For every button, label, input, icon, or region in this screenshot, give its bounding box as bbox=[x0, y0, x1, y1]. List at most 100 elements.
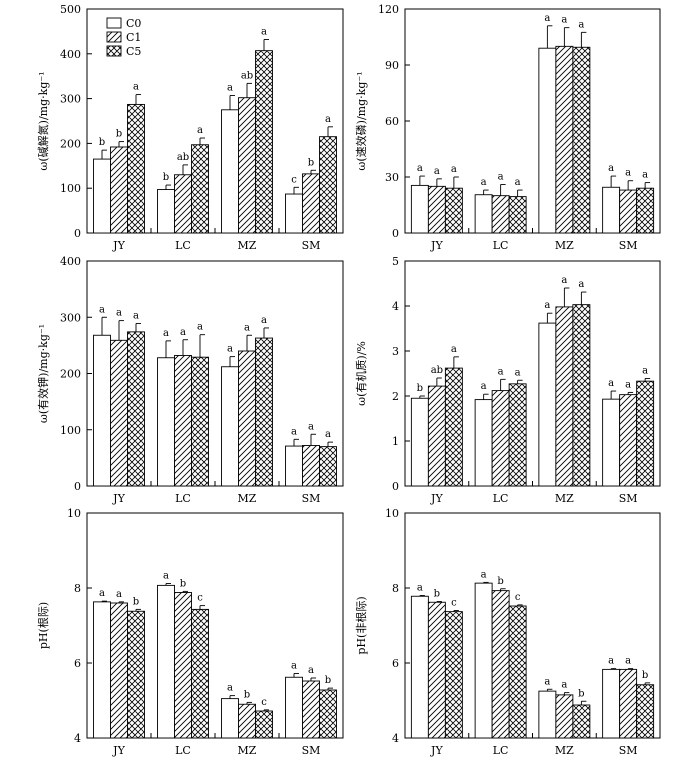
bar-c5-mz bbox=[255, 50, 273, 234]
bar-c0-jy bbox=[410, 184, 429, 234]
bar-c0-mz bbox=[538, 690, 557, 739]
significance-letter: a bbox=[163, 328, 169, 339]
significance-letter: a bbox=[116, 308, 122, 319]
bar-c5-sm bbox=[319, 446, 337, 487]
bar-c5-lc bbox=[508, 605, 527, 739]
significance-letter: a bbox=[451, 164, 457, 175]
y-axis-label: ω(速效磷)/mg·kg⁻¹ bbox=[354, 71, 368, 170]
chart-panel-1: 0100200300400500ω(碱解氮)/mg·kg⁻¹JYbbaLCbab… bbox=[36, 3, 344, 252]
significance-letter: a bbox=[544, 300, 550, 311]
bar-c0-sm bbox=[602, 398, 621, 487]
x-tick-label: SM bbox=[302, 492, 321, 505]
bar-c5-jy bbox=[127, 610, 145, 739]
significance-letter: c bbox=[261, 697, 267, 708]
bar-c5-jy bbox=[444, 611, 463, 739]
bar-c0-mz bbox=[221, 698, 239, 739]
significance-letter: c bbox=[197, 593, 203, 604]
y-tick-label: 200 bbox=[60, 137, 81, 150]
y-tick-label: 8 bbox=[392, 582, 399, 595]
y-tick-label: 60 bbox=[385, 115, 399, 128]
x-tick-label: MZ bbox=[555, 239, 574, 252]
bar-c5-lc bbox=[508, 196, 527, 234]
y-tick-label: 120 bbox=[378, 3, 399, 16]
bar-c5-lc bbox=[191, 356, 209, 487]
y-tick-label: 10 bbox=[385, 507, 399, 520]
significance-letter: b bbox=[325, 675, 331, 686]
bar-c1-mz bbox=[555, 45, 574, 234]
bar-c1-mz bbox=[238, 97, 256, 234]
y-tick-label: 200 bbox=[60, 368, 81, 381]
significance-letter: a bbox=[578, 279, 584, 290]
y-axis-label: ω(有机质)/% bbox=[354, 341, 368, 406]
y-tick-label: 5 bbox=[392, 255, 399, 268]
bar-c0-lc bbox=[474, 582, 493, 739]
significance-letter: a bbox=[99, 588, 105, 599]
significance-letter: a bbox=[642, 365, 648, 376]
x-tick-label: LC bbox=[493, 744, 509, 757]
bar-c0-lc bbox=[474, 399, 493, 487]
significance-letter: a bbox=[227, 344, 233, 355]
legend-swatch-c0 bbox=[106, 17, 122, 29]
bar-c1-jy bbox=[110, 602, 128, 739]
y-tick-label: 2 bbox=[392, 390, 399, 403]
bar-c1-jy bbox=[427, 385, 446, 487]
bar-c5-jy bbox=[444, 187, 463, 234]
x-tick-label: MZ bbox=[555, 744, 574, 757]
significance-letter: a bbox=[261, 26, 267, 37]
significance-letter: a bbox=[608, 378, 614, 389]
significance-letter: b bbox=[163, 172, 169, 183]
y-tick-label: 4 bbox=[392, 300, 399, 313]
significance-letter: b bbox=[497, 576, 503, 587]
y-tick-label: 0 bbox=[392, 227, 399, 240]
significance-letter: a bbox=[642, 170, 648, 181]
significance-letter: a bbox=[544, 13, 550, 24]
significance-letter: a bbox=[163, 571, 169, 582]
y-tick-label: 300 bbox=[60, 311, 81, 324]
significance-letter: a bbox=[308, 665, 314, 676]
bar-c1-jy bbox=[110, 339, 128, 487]
bar-c0-jy bbox=[93, 334, 111, 487]
bar-c5-jy bbox=[127, 331, 145, 487]
significance-letter: a bbox=[544, 676, 550, 687]
bar-c0-sm bbox=[602, 186, 621, 234]
x-tick-label: SM bbox=[302, 239, 321, 252]
x-tick-label: MZ bbox=[555, 492, 574, 505]
y-tick-label: 400 bbox=[60, 255, 81, 268]
significance-letter: a bbox=[481, 569, 487, 580]
y-tick-label: 400 bbox=[60, 48, 81, 61]
significance-letter: a bbox=[291, 426, 297, 437]
legend-swatch-c1 bbox=[106, 31, 122, 43]
bar-c5-sm bbox=[319, 689, 337, 739]
significance-letter: b bbox=[133, 596, 139, 607]
bar-c0-jy bbox=[410, 397, 429, 487]
significance-letter: a bbox=[417, 163, 423, 174]
bar-c5-lc bbox=[508, 383, 527, 487]
bar-c1-lc bbox=[174, 592, 192, 739]
bar-c1-sm bbox=[619, 394, 638, 487]
significance-letter: b bbox=[642, 670, 648, 681]
significance-letter: b bbox=[434, 589, 440, 600]
bar-c1-mz bbox=[238, 350, 256, 487]
significance-letter: a bbox=[578, 19, 584, 30]
y-tick-label: 1 bbox=[392, 435, 399, 448]
legend-label: C5 bbox=[126, 45, 141, 58]
significance-letter: ab bbox=[431, 365, 443, 376]
x-tick-label: LC bbox=[175, 492, 191, 505]
significance-letter: a bbox=[133, 310, 139, 321]
bar-c5-jy bbox=[127, 103, 145, 234]
bar-c1-sm bbox=[302, 680, 320, 739]
bar-c0-jy bbox=[93, 601, 111, 739]
bar-c1-mz bbox=[555, 306, 574, 487]
significance-letter: a bbox=[498, 171, 504, 182]
significance-letter: a bbox=[625, 168, 631, 179]
bar-c1-lc bbox=[174, 355, 192, 487]
bar-c1-sm bbox=[619, 189, 638, 234]
bar-c0-sm bbox=[285, 445, 303, 487]
y-tick-label: 4 bbox=[392, 732, 399, 745]
bar-c1-jy bbox=[110, 146, 128, 234]
significance-letter: a bbox=[498, 366, 504, 377]
y-tick-label: 300 bbox=[60, 93, 81, 106]
